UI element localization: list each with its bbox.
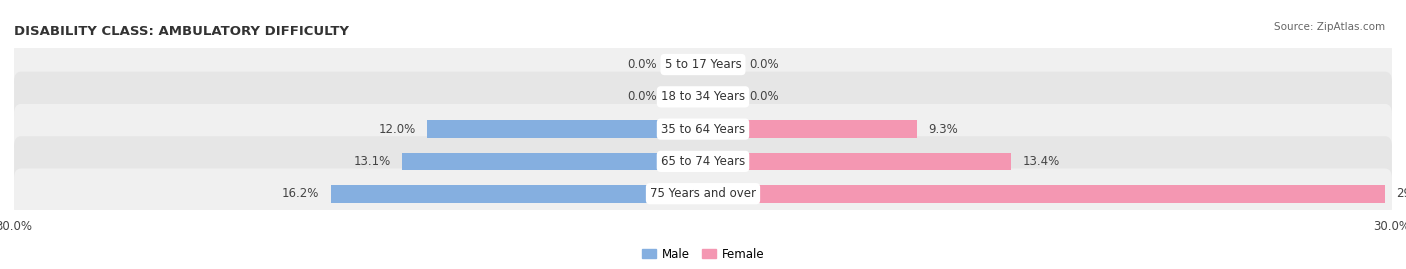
Text: 16.2%: 16.2% — [283, 187, 319, 200]
Bar — [402, 153, 703, 170]
Text: 12.0%: 12.0% — [378, 123, 416, 136]
FancyBboxPatch shape — [14, 72, 1392, 122]
Text: 13.4%: 13.4% — [1022, 155, 1060, 168]
Bar — [703, 88, 738, 106]
Bar — [669, 56, 703, 73]
Text: Source: ZipAtlas.com: Source: ZipAtlas.com — [1274, 22, 1385, 31]
Text: 0.0%: 0.0% — [749, 90, 779, 103]
FancyBboxPatch shape — [14, 39, 1392, 90]
Text: 65 to 74 Years: 65 to 74 Years — [661, 155, 745, 168]
Text: 18 to 34 Years: 18 to 34 Years — [661, 90, 745, 103]
Bar — [669, 88, 703, 106]
Bar — [330, 185, 703, 203]
Text: 0.0%: 0.0% — [627, 90, 657, 103]
Text: 75 Years and over: 75 Years and over — [650, 187, 756, 200]
FancyBboxPatch shape — [14, 104, 1392, 154]
Text: 9.3%: 9.3% — [928, 123, 957, 136]
Text: 5 to 17 Years: 5 to 17 Years — [665, 58, 741, 71]
Bar — [703, 185, 1385, 203]
Text: 0.0%: 0.0% — [749, 58, 779, 71]
Text: 0.0%: 0.0% — [627, 58, 657, 71]
FancyBboxPatch shape — [14, 168, 1392, 219]
Text: DISABILITY CLASS: AMBULATORY DIFFICULTY: DISABILITY CLASS: AMBULATORY DIFFICULTY — [14, 24, 349, 38]
Bar — [703, 120, 917, 138]
Bar — [703, 56, 738, 73]
Legend: Male, Female: Male, Female — [637, 243, 769, 265]
FancyBboxPatch shape — [14, 136, 1392, 187]
Bar — [703, 153, 1011, 170]
Text: 29.7%: 29.7% — [1396, 187, 1406, 200]
Text: 35 to 64 Years: 35 to 64 Years — [661, 123, 745, 136]
Text: 13.1%: 13.1% — [353, 155, 391, 168]
Bar — [427, 120, 703, 138]
